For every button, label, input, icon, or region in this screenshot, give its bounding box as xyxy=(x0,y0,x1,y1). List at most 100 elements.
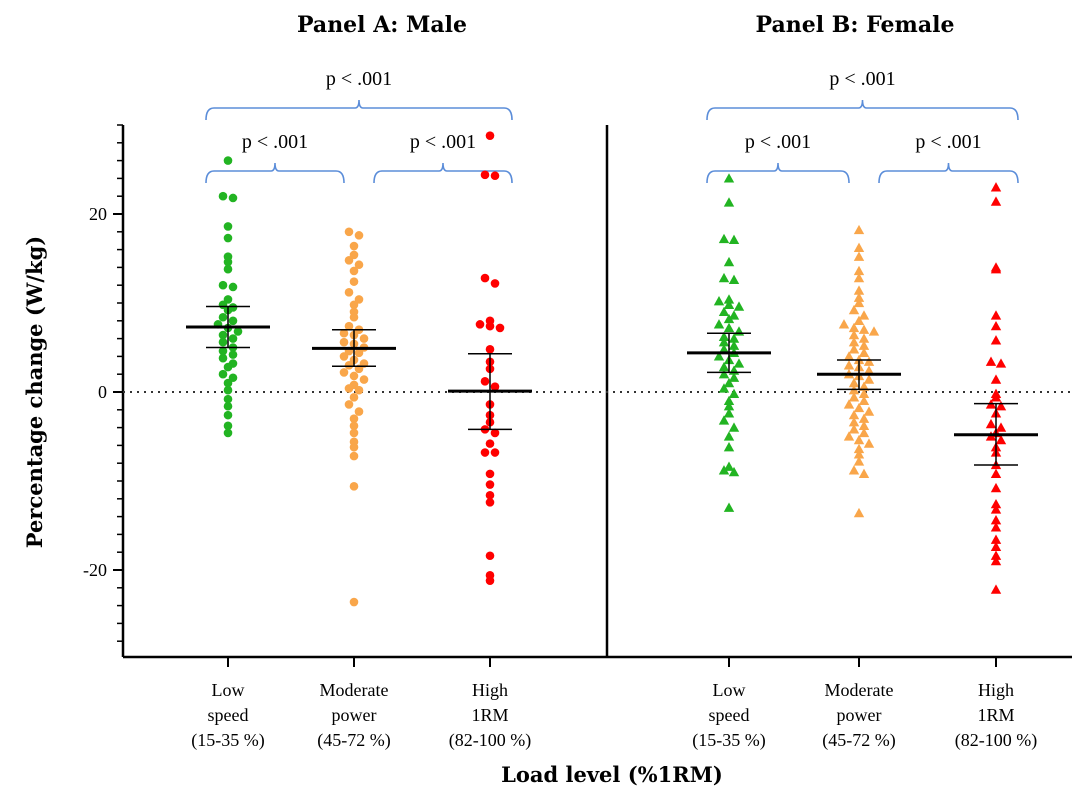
significance-label: p < .001 xyxy=(410,131,476,153)
panel-b-title: Panel B: Female xyxy=(756,12,955,38)
data-point-triangle xyxy=(990,550,1002,560)
data-point-triangle xyxy=(863,438,875,448)
data-point-triangle xyxy=(723,294,735,304)
category-label-line: (15-35 %) xyxy=(191,730,264,751)
data-point-triangle xyxy=(858,310,870,320)
data-point-triangle xyxy=(858,413,870,423)
data-point-triangle xyxy=(718,415,730,425)
data-point-circle xyxy=(344,288,354,297)
data-point-triangle xyxy=(990,335,1002,345)
data-point-triangle xyxy=(843,360,855,370)
category-label-line: High xyxy=(978,680,1014,700)
data-point-triangle xyxy=(858,347,870,357)
data-point-triangle xyxy=(848,344,860,354)
data-point-triangle xyxy=(848,409,860,420)
data-point-triangle xyxy=(723,502,735,512)
data-point-triangle xyxy=(985,356,997,366)
data-point-triangle xyxy=(990,504,1002,514)
data-point-triangle xyxy=(848,417,860,427)
data-point-triangle xyxy=(990,392,1002,402)
data-point-triangle xyxy=(723,377,735,388)
data-point-triangle xyxy=(848,336,860,347)
data-point-circle xyxy=(218,191,228,201)
data-point-circle xyxy=(349,312,359,322)
category-label-line: Low xyxy=(212,680,245,700)
data-point-triangle xyxy=(990,584,1002,594)
data-point-triangle xyxy=(858,395,870,406)
data-point-circle xyxy=(233,327,243,336)
data-point-triangle xyxy=(858,324,870,334)
data-point-circle xyxy=(349,266,359,276)
data-point-triangle xyxy=(838,319,850,329)
significance-bracket xyxy=(878,162,1019,184)
significance-label: p < .001 xyxy=(915,131,981,153)
data-point-triangle xyxy=(733,358,745,368)
data-point-triangle xyxy=(990,182,1002,192)
category-labels: Low speed (15-35 %) Moderate power (45-72 %) H… xyxy=(191,680,1037,751)
data-point-triangle xyxy=(723,197,735,207)
data-point-triangle xyxy=(858,381,870,391)
data-point-triangle xyxy=(858,468,870,479)
panel-titles: Panel A: Male Panel B: Female xyxy=(297,12,954,38)
category-label-line: High xyxy=(472,680,508,700)
data-point-triangle xyxy=(718,369,730,379)
axis-titles: Percentage change (W/kg) Load level (%1R… xyxy=(22,236,723,787)
category-label-line: (82-100 %) xyxy=(449,730,531,751)
data-point-triangle xyxy=(990,468,1002,479)
data-point-triangle xyxy=(853,265,865,276)
data-point-triangle xyxy=(848,322,860,333)
data-point-circle xyxy=(223,410,233,420)
data-point-circle xyxy=(344,321,354,331)
data-point-triangle xyxy=(990,514,1002,525)
data-point-triangle xyxy=(723,173,735,183)
data-point-triangle xyxy=(713,296,725,306)
data-point-triangle xyxy=(990,482,1002,493)
category-label-line: speed xyxy=(208,705,249,725)
data-point-circle xyxy=(349,241,359,251)
data-point-circle xyxy=(223,257,233,267)
data-point-triangle xyxy=(990,374,1002,384)
data-point-circle xyxy=(349,277,359,286)
data-point-circle xyxy=(354,260,364,270)
data-point-circle xyxy=(490,428,500,438)
data-point-triangle xyxy=(723,431,735,441)
data-point-circle xyxy=(218,312,228,322)
data-point-triangle xyxy=(728,333,740,343)
data-point-triangle xyxy=(990,534,1002,544)
data-point-circle xyxy=(485,490,495,500)
data-point-triangle xyxy=(858,420,870,430)
data-point-circle xyxy=(480,377,490,386)
data-point-triangle xyxy=(985,418,997,429)
data-point-circle xyxy=(344,227,354,237)
data-point-circle xyxy=(485,576,495,585)
data-point-triangle xyxy=(723,322,735,333)
y-tick-label: -20 xyxy=(83,560,107,580)
data-point-circle xyxy=(344,361,354,370)
data-point-triangle xyxy=(853,224,865,235)
data-point-circle xyxy=(218,369,228,379)
data-point-circle xyxy=(339,337,349,347)
data-point-triangle xyxy=(723,299,735,309)
data-point-triangle xyxy=(995,401,1007,411)
category-label-line: Moderate xyxy=(825,680,894,700)
data-point-triangle xyxy=(718,361,730,372)
data-point-circle xyxy=(359,375,369,384)
category-label-line: 1RM xyxy=(977,705,1014,725)
data-point-circle xyxy=(218,280,228,290)
data-point-circle xyxy=(223,385,233,395)
data-point-circle xyxy=(349,451,359,461)
data-point-circle xyxy=(228,193,238,203)
data-point-circle xyxy=(495,323,505,333)
data-point-circle xyxy=(485,344,495,354)
data-point-triangle xyxy=(863,356,875,366)
data-point-circle xyxy=(223,401,233,411)
data-point-circle xyxy=(485,321,495,331)
data-point-triangle xyxy=(853,449,865,459)
data-point-triangle xyxy=(853,292,865,302)
data-point-circle xyxy=(354,348,364,358)
data-point-triangle xyxy=(723,441,735,452)
data-point-circle xyxy=(354,231,364,240)
data-point-triangle xyxy=(728,274,740,285)
data-point-circle xyxy=(485,480,495,489)
data-point-circle xyxy=(475,320,485,329)
